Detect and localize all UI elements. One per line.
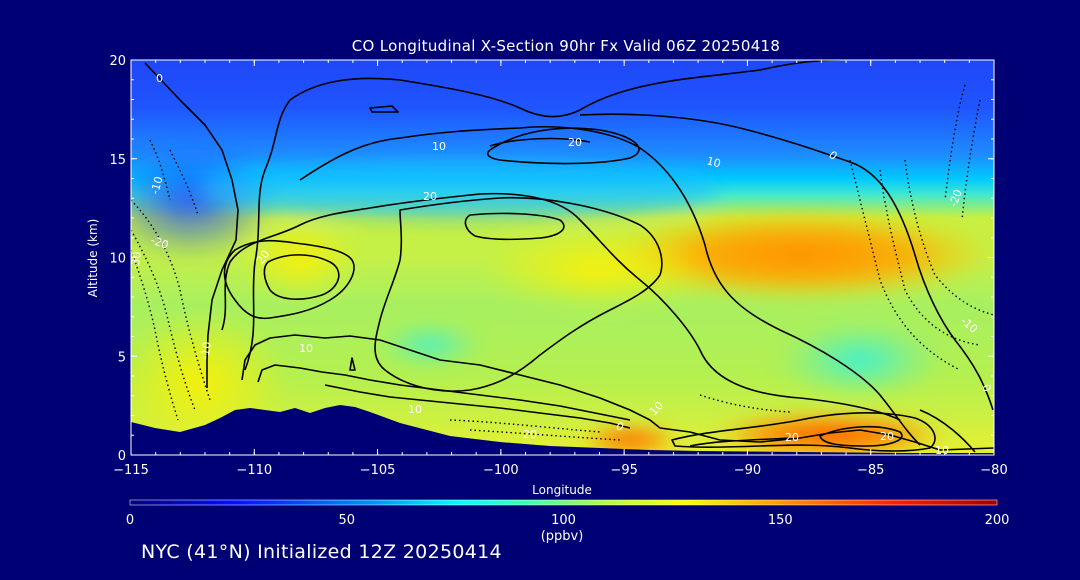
- contour-line: [144, 62, 239, 388]
- contour-label: 10: [705, 154, 722, 170]
- contour-label: -10: [148, 175, 165, 196]
- contour-lines: [144, 60, 994, 453]
- contour-label: 10: [408, 403, 422, 416]
- contour-label: -20: [947, 188, 965, 209]
- colorbar-ticks: 0 50 100 150 200: [126, 513, 1010, 528]
- contour-label: -20: [149, 234, 170, 252]
- contour-line: [671, 412, 936, 452]
- contour-line-negative: [169, 149, 199, 216]
- contour-line: [819, 425, 903, 447]
- contour-labels: 0 10 20 -10 -20 -30 20 10 10 20 10 20 0 …: [128, 72, 994, 457]
- contour-label: 0: [156, 72, 163, 85]
- contour-label: 10: [935, 444, 949, 457]
- contour-line-negative: [849, 159, 961, 371]
- colorbar-unit-label: (ppbv): [541, 529, 584, 544]
- y-tick-label: 15: [109, 153, 126, 168]
- initialization-label: NYC (41°N) Initialized 12Z 20250414: [141, 541, 502, 563]
- contour-line: [257, 364, 631, 421]
- contour-line: [349, 357, 356, 371]
- contour-label: 0: [979, 383, 994, 394]
- contour-line: [223, 239, 355, 320]
- blue-tongue-left: [131, 140, 280, 260]
- pbl-orange-west: [580, 426, 680, 454]
- contour-label: 20: [423, 190, 437, 203]
- x-tick-label: −85: [857, 463, 884, 478]
- contour-line: [241, 334, 661, 429]
- contour-line: [324, 384, 631, 429]
- colorbar: [129, 499, 998, 506]
- x-axis-label: Longitude: [532, 483, 592, 497]
- contour-lines-negative: [131, 84, 994, 441]
- x-tick-label: −90: [734, 463, 761, 478]
- contour-line: [579, 113, 994, 411]
- contour-line: [464, 212, 565, 241]
- contour-line: [244, 60, 841, 371]
- contour-line-negative: [961, 99, 981, 221]
- y-tick-label: 10: [109, 252, 126, 267]
- contour-line: [489, 137, 591, 147]
- y-tick-label: 0: [118, 449, 126, 464]
- contour-label: 10: [432, 140, 446, 153]
- contour-line-negative: [149, 139, 171, 201]
- contour-label: 10: [299, 342, 313, 355]
- y-axis-label: Altitude (km): [86, 219, 100, 298]
- colorbar-tick-label: 0: [126, 513, 134, 528]
- pbl-max: [710, 413, 950, 455]
- x-tick-label: −105: [360, 463, 396, 478]
- contour-line: [369, 105, 399, 113]
- terrain-mask: [131, 405, 994, 455]
- chart-title: CO Longitudinal X-Section 90hr Fx Valid …: [352, 37, 780, 55]
- co-field: [131, 60, 994, 455]
- colorbar-tick-label: 150: [768, 513, 793, 528]
- y-axis: 0 5 10 15 20: [109, 54, 994, 464]
- colorbar-tick-label: 100: [551, 513, 576, 528]
- contour-line: [374, 196, 663, 392]
- contour-label: -10: [198, 341, 214, 361]
- x-tick-label: −100: [483, 463, 519, 478]
- contour-line: [263, 254, 340, 300]
- contour-line: [221, 192, 901, 421]
- contour-line-negative: [131, 229, 196, 411]
- contour-line-negative: [944, 84, 966, 201]
- cyan-mid-center: [375, 323, 485, 367]
- x-tick-label: −95: [610, 463, 637, 478]
- cyan-mid-right: [775, 320, 945, 400]
- y-tick-label: 20: [109, 54, 126, 69]
- contour-line: [299, 126, 921, 446]
- x-tick-label: −115: [113, 463, 149, 478]
- y-tick-label: 5: [118, 350, 126, 365]
- colorbar-tick-label: 50: [338, 513, 355, 528]
- x-tick-label: −110: [236, 463, 272, 478]
- upper-cyan-band: [200, 160, 720, 220]
- contour-line-negative: [879, 169, 981, 346]
- contour-label: -30: [128, 251, 144, 271]
- contour-line: [919, 409, 976, 453]
- contour-line-negative: [699, 394, 791, 413]
- contour-line: [486, 127, 640, 165]
- contour-label: 20: [568, 136, 582, 149]
- x-tick-label: −80: [980, 463, 1007, 478]
- contour-line-negative: [131, 199, 211, 401]
- contour-label: 20: [785, 431, 799, 444]
- contour-label: 20: [880, 430, 894, 443]
- contour-label: 20: [523, 428, 537, 441]
- colorbar-tick-label: 200: [985, 513, 1010, 528]
- x-axis: −115 −110 −105 −100 −95 −90 −85 −80: [113, 60, 1008, 478]
- contour-line-negative: [904, 159, 994, 316]
- contour-line: [689, 437, 791, 447]
